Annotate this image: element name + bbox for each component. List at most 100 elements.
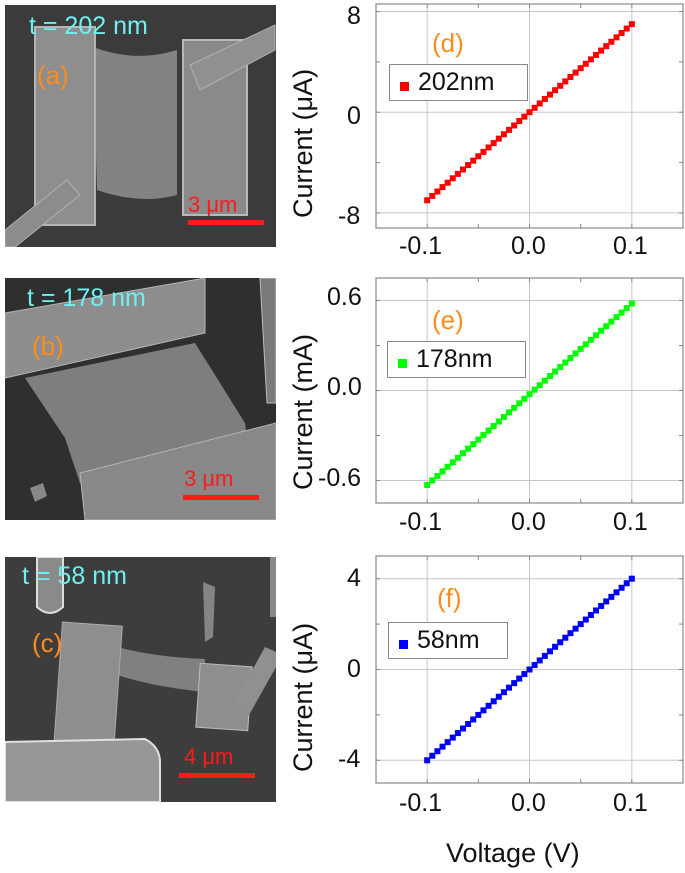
data-point bbox=[459, 166, 466, 173]
sem-micrograph-a bbox=[5, 5, 276, 247]
plot-frame bbox=[375, 555, 684, 784]
ytick-e-mid: 0.0 bbox=[327, 373, 362, 401]
data-point bbox=[628, 575, 635, 582]
panel-label-e: (e) bbox=[432, 305, 464, 335]
data-point bbox=[475, 711, 482, 718]
data-point bbox=[618, 584, 625, 591]
scale-label-c: 4 μm bbox=[184, 744, 234, 769]
data-point bbox=[429, 752, 436, 759]
data-point bbox=[608, 38, 615, 45]
panel-label-a: (a) bbox=[37, 60, 69, 90]
data-point bbox=[424, 757, 431, 764]
data-point bbox=[613, 589, 620, 596]
data-point bbox=[582, 341, 589, 348]
xtick-d-1: -0.1 bbox=[399, 232, 443, 260]
xtick-f-1: -0.1 bbox=[399, 789, 443, 817]
data-point bbox=[424, 197, 431, 204]
thickness-label-b: t = 178 nm bbox=[27, 284, 146, 312]
data-point bbox=[506, 126, 513, 133]
data-point bbox=[587, 336, 594, 343]
data-point bbox=[444, 739, 451, 746]
legend-d: 202nm bbox=[389, 64, 528, 101]
data-point bbox=[454, 454, 461, 461]
data-point bbox=[531, 386, 538, 393]
ytick-e-bot: -0.6 bbox=[318, 464, 362, 492]
ytick-d-bot: -8 bbox=[338, 202, 361, 230]
panel-label-c: (c) bbox=[32, 628, 63, 658]
legend-swatch-f bbox=[399, 640, 408, 649]
data-point bbox=[613, 314, 620, 321]
data-point bbox=[470, 441, 477, 448]
data-point bbox=[593, 51, 600, 58]
data-point bbox=[603, 323, 610, 330]
data-point bbox=[587, 56, 594, 63]
sem-micrograph-c bbox=[5, 557, 276, 802]
scale-label-b: 3 μm bbox=[184, 466, 234, 491]
data-point bbox=[587, 612, 594, 619]
data-point bbox=[582, 616, 589, 623]
data-point bbox=[434, 748, 441, 755]
data-point bbox=[465, 445, 472, 452]
data-point bbox=[603, 43, 610, 50]
data-point bbox=[546, 91, 553, 98]
data-point bbox=[465, 162, 472, 169]
data-point bbox=[506, 684, 513, 691]
legend-e: 178nm bbox=[387, 341, 526, 378]
data-point bbox=[511, 122, 518, 129]
data-point bbox=[500, 131, 507, 138]
data-point bbox=[577, 621, 584, 628]
data-point bbox=[536, 100, 543, 107]
data-point bbox=[567, 630, 574, 637]
xtick-f-3: 0.1 bbox=[613, 789, 648, 817]
data-point bbox=[511, 404, 518, 411]
data-point bbox=[598, 327, 605, 334]
data-point bbox=[429, 192, 436, 199]
sem-image-a: t = 202 nm (a) 3 μm bbox=[5, 5, 276, 247]
data-point bbox=[454, 730, 461, 737]
data-point bbox=[449, 175, 456, 182]
data-point bbox=[623, 580, 630, 587]
data-point bbox=[552, 368, 559, 375]
legend-swatch-d bbox=[400, 82, 409, 91]
xtick-e-2: 0.0 bbox=[511, 508, 546, 536]
data-point bbox=[577, 345, 584, 352]
data-point bbox=[521, 113, 528, 120]
data-point bbox=[516, 400, 523, 407]
data-point bbox=[439, 184, 446, 191]
data-point bbox=[593, 332, 600, 339]
data-point bbox=[480, 432, 487, 439]
data-point bbox=[562, 78, 569, 85]
data-point bbox=[552, 643, 559, 650]
data-point bbox=[628, 300, 635, 307]
data-point bbox=[521, 671, 528, 678]
data-point bbox=[485, 427, 492, 434]
data-point bbox=[495, 418, 502, 425]
data-point bbox=[608, 318, 615, 325]
data-point bbox=[500, 413, 507, 420]
data-point bbox=[582, 60, 589, 67]
ytick-f-top: 4 bbox=[347, 564, 361, 592]
scale-bar-b bbox=[183, 495, 259, 500]
data-point bbox=[572, 625, 579, 632]
data-point bbox=[449, 459, 456, 466]
data-point bbox=[572, 69, 579, 76]
data-point bbox=[628, 21, 635, 28]
sem-micrograph-b bbox=[5, 278, 276, 520]
data-point bbox=[470, 716, 477, 723]
scale-bar-a bbox=[188, 220, 264, 225]
data-point bbox=[439, 743, 446, 750]
data-point bbox=[567, 354, 574, 361]
data-point bbox=[521, 395, 528, 402]
xtick-d-2: 0.0 bbox=[511, 232, 546, 260]
data-point bbox=[567, 73, 574, 80]
data-point bbox=[449, 734, 456, 741]
data-point bbox=[480, 707, 487, 714]
data-point bbox=[623, 305, 630, 312]
panel-label-d: (d) bbox=[432, 28, 464, 58]
xtick-d-3: 0.1 bbox=[613, 232, 648, 260]
data-point bbox=[526, 391, 533, 398]
data-point bbox=[598, 602, 605, 609]
data-point bbox=[562, 359, 569, 366]
data-point bbox=[429, 477, 436, 484]
data-point bbox=[465, 720, 472, 727]
